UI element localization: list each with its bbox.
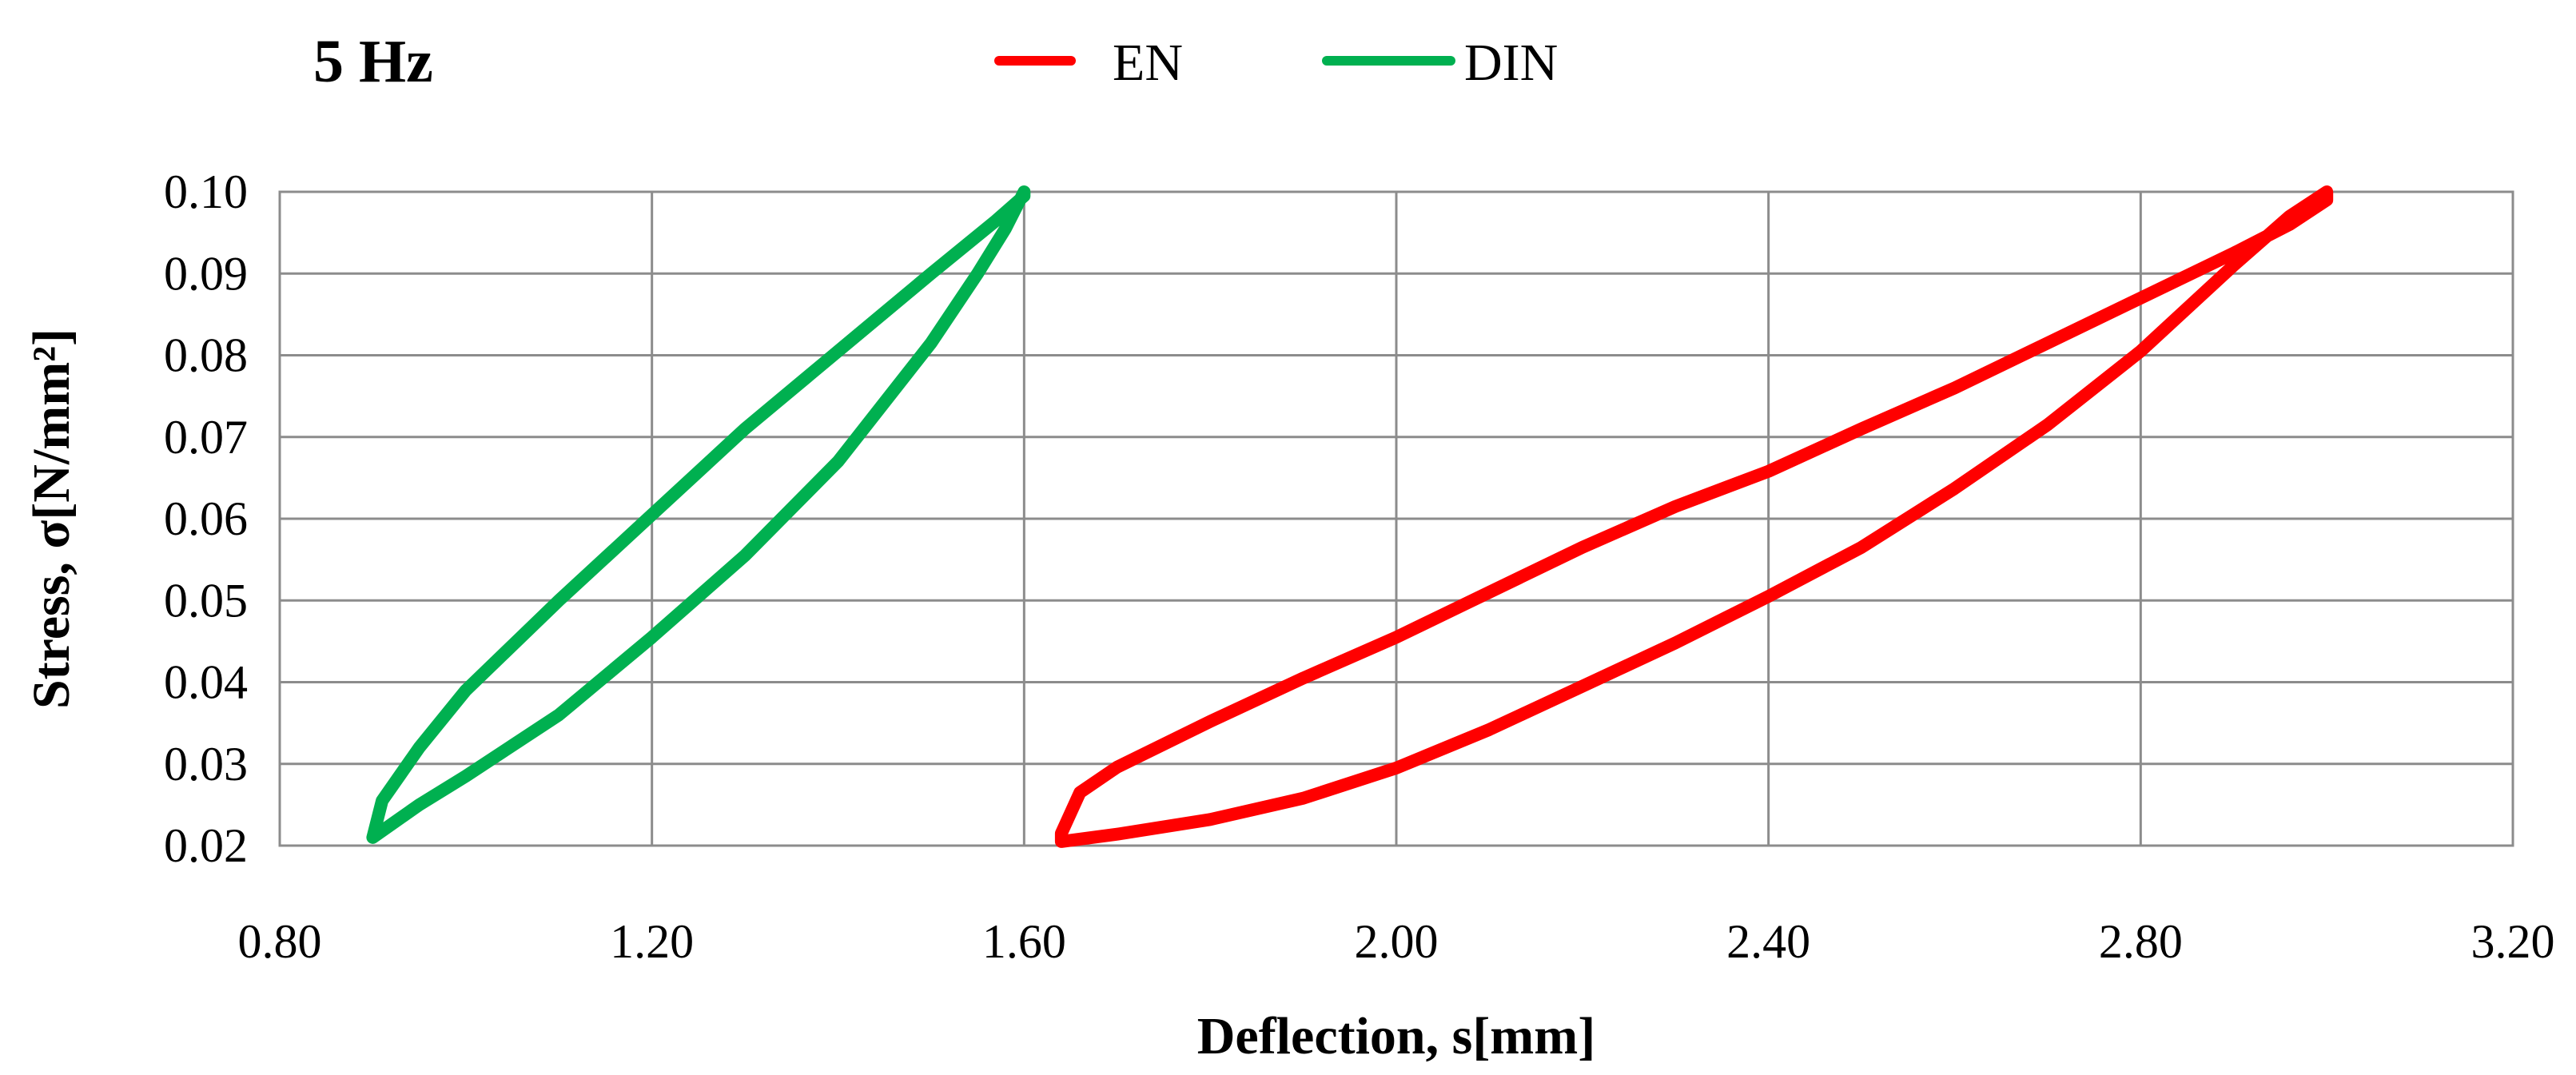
x-tick-label: 1.60 [982,915,1066,968]
series-loop-en [1054,185,2334,848]
legend-label-din: DIN [1464,34,1558,92]
chart-title: 5 Hz [313,28,433,95]
y-tick-label: 0.03 [164,738,248,790]
x-tick-label: 2.80 [2099,915,2183,968]
y-tick-label: 0.09 [164,247,248,300]
x-axis-title: Deflection, s[mm] [1197,1007,1595,1065]
y-tick-label: 0.06 [164,492,248,545]
y-axis-ticks: 0.10 0.09 0.08 0.07 0.06 0.05 0.04 0.03 0.02 [164,165,248,872]
y-tick-label: 0.05 [164,574,248,627]
y-tick-label: 0.02 [164,819,248,872]
x-tick-label: 2.00 [1355,915,1439,968]
series-layer [366,185,2334,848]
y-tick-label: 0.08 [164,329,248,382]
x-tick-label: 3.20 [2471,915,2555,968]
x-tick-label: 0.80 [238,915,322,968]
y-tick-label: 0.10 [164,165,248,218]
legend-label-en: EN [1113,34,1183,92]
plot-area-frame [278,190,2514,847]
legend: EN DIN [994,34,1558,92]
y-axis-title: Stress, σ[N/mm²] [22,328,81,709]
y-tick-label: 0.04 [164,656,248,709]
x-tick-label: 2.40 [1726,915,1810,968]
x-tick-label: 1.20 [610,915,694,968]
series-loop-din [366,185,1031,844]
grid [278,190,2514,847]
y-tick-label: 0.07 [164,411,248,464]
x-axis-ticks: 0.80 1.20 1.60 2.00 2.40 2.80 3.20 [238,915,2555,968]
